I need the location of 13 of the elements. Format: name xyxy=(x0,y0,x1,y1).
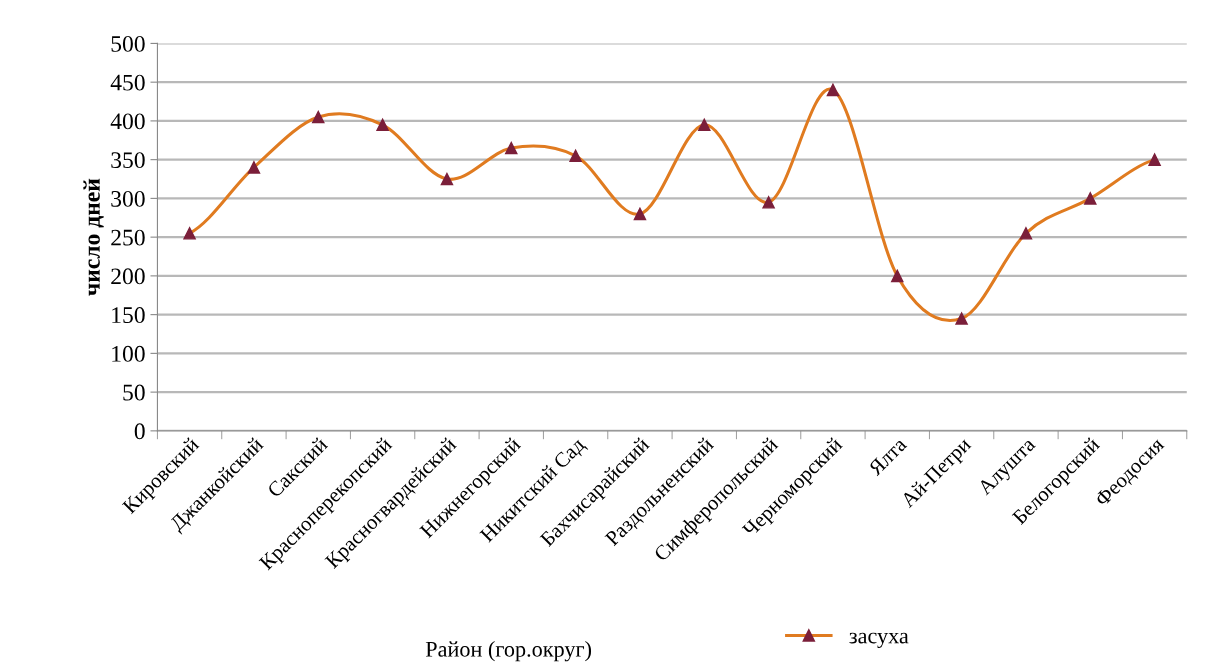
x-axis-title: Район (гор.округ) xyxy=(425,641,592,662)
y-tick-label: 100 xyxy=(112,345,145,362)
y-tick-label: 50 xyxy=(123,384,145,401)
y-tick-label: 250 xyxy=(111,229,145,246)
y-tick-label: 200 xyxy=(111,268,145,285)
y-tick-label: 350 xyxy=(111,152,145,169)
legend-label: засуха xyxy=(849,632,909,648)
y-tick-label: 500 xyxy=(111,35,145,52)
y-tick-label: 450 xyxy=(110,74,145,91)
y-axis-title: число дней xyxy=(83,178,104,296)
y-tick-label: 300 xyxy=(111,190,145,207)
y-tick-label: 400 xyxy=(110,113,145,130)
y-tick-label: 150 xyxy=(112,307,145,324)
